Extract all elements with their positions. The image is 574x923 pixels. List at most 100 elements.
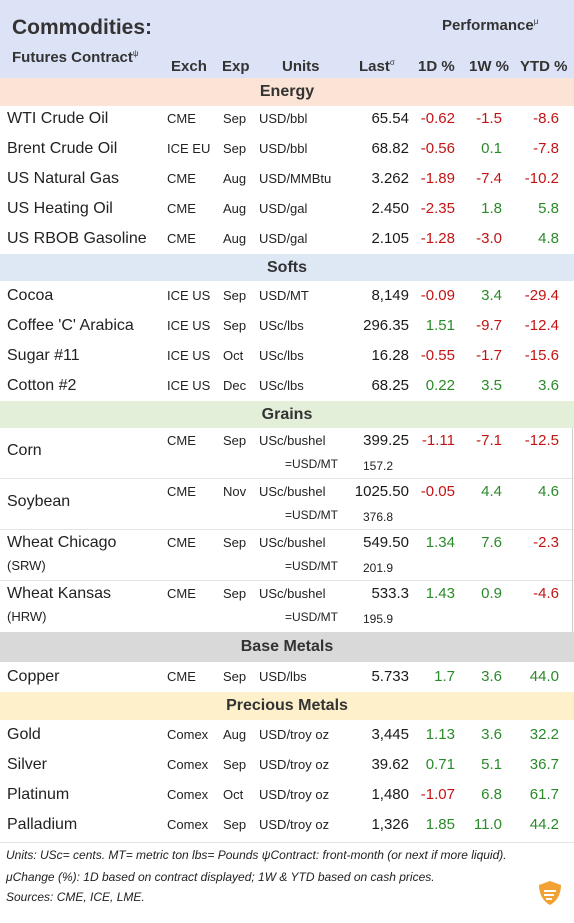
change-1d: 0.22 xyxy=(425,377,455,394)
change-ytd: 44.2 xyxy=(529,816,559,833)
table-row: Soybean CME Nov USc/bushel 1025.50 -0.05 4.4 4.… xyxy=(0,479,574,530)
col-last-label: Last xyxy=(359,58,390,75)
conversion-value: 376.8 xyxy=(363,510,394,524)
change-ytd: 32.2 xyxy=(529,726,559,743)
futures-contract-label: Futures Contract xyxy=(12,49,133,66)
table-row: Silver Comex Sep USD/troy oz 39.62 0.71 5.1 36.… xyxy=(0,750,574,780)
change-1d: -0.55 xyxy=(420,347,455,364)
expiry: Sep xyxy=(223,288,247,303)
commodity-name: Copper xyxy=(7,668,60,685)
conversion-value: 195.9 xyxy=(363,612,394,626)
conversion-label: =USD/MT xyxy=(285,559,339,573)
units: USc/lbs xyxy=(259,378,304,393)
units: USc/lbs xyxy=(259,348,304,363)
units: USD/troy oz xyxy=(259,787,330,802)
last-price: 296.35 xyxy=(363,317,409,334)
last-price: 399.25 xyxy=(363,432,409,449)
col-ytd: YTD % xyxy=(520,58,568,75)
last-price: 1025.50 xyxy=(354,483,409,500)
commodity-name: Soybean xyxy=(7,493,71,510)
last-price: 65.54 xyxy=(371,110,409,127)
change-ytd: 3.6 xyxy=(538,377,559,394)
last-price: 549.50 xyxy=(363,534,409,551)
futures-contract-heading: Futures Contractψ xyxy=(12,49,139,66)
row-divider xyxy=(0,478,574,479)
exchange: ICE EU xyxy=(167,141,211,156)
change-1d: 1.7 xyxy=(434,668,455,685)
change-ytd: 36.7 xyxy=(529,756,559,773)
last-price: 68.82 xyxy=(371,140,409,157)
exchange: CME xyxy=(167,171,196,186)
expiry: Nov xyxy=(223,484,247,499)
section-header-precious-metals: Precious Metals xyxy=(0,692,574,720)
col-exch: Exch xyxy=(171,58,207,75)
exchange: ICE US xyxy=(167,378,211,393)
row-divider xyxy=(0,842,574,843)
change-1w: 3.4 xyxy=(481,287,502,304)
table-row: US Heating Oil CME Aug USD/gal 2.450 -2.35 1.8… xyxy=(0,194,574,224)
change-1d: -1.89 xyxy=(420,170,455,187)
change-1d: 1.34 xyxy=(425,534,455,551)
expiry: Sep xyxy=(223,141,247,156)
change-1d: 1.51 xyxy=(425,317,455,334)
units: USc/bushel xyxy=(259,535,326,550)
change-1w: 11.0 xyxy=(473,816,502,833)
exchange: Comex xyxy=(167,787,209,802)
units: USD/bbl xyxy=(259,141,308,156)
change-ytd: 61.7 xyxy=(529,786,559,803)
last-price: 8,149 xyxy=(371,287,409,304)
change-1w: -1.7 xyxy=(476,347,502,364)
commodity-name: US Heating Oil xyxy=(7,200,113,217)
expiry: Aug xyxy=(223,231,247,246)
change-ytd: -12.5 xyxy=(524,432,559,449)
table-row: Gold Comex Aug USD/troy oz 3,445 1.13 3.6 32.2 xyxy=(0,720,574,750)
exchange: CME xyxy=(167,201,196,216)
table-border xyxy=(572,428,573,632)
exchange: ICE US xyxy=(167,288,211,303)
change-1w: 0.1 xyxy=(481,140,502,157)
table-row: US RBOB Gasoline CME Aug USD/gal 2.105 -1.28 -… xyxy=(0,224,574,254)
change-1w: -1.5 xyxy=(476,110,502,127)
exchange: Comex xyxy=(167,727,209,742)
change-1w: -7.4 xyxy=(476,170,502,187)
change-ytd: -4.6 xyxy=(533,585,559,602)
last-price: 5.733 xyxy=(371,668,409,685)
footer-change-note: μChange (%): 1D based on contract displa… xyxy=(6,870,435,884)
table-row: Wheat Chicago (SRW) CME Sep USc/bushel 549.50… xyxy=(0,530,574,581)
last-price: 68.25 xyxy=(371,377,409,394)
commodity-name: Coffee 'C' Arabica xyxy=(7,317,134,334)
change-1w: 3.5 xyxy=(481,377,502,394)
change-1d: -1.28 xyxy=(420,230,455,247)
expiry: Oct xyxy=(223,348,244,363)
expiry: Sep xyxy=(223,535,247,550)
row-divider xyxy=(0,529,574,530)
units: USD/troy oz xyxy=(259,727,330,742)
commodity-name: Gold xyxy=(7,726,41,743)
expiry: Sep xyxy=(223,669,247,684)
exchange: ICE US xyxy=(167,348,211,363)
expiry: Aug xyxy=(223,201,247,216)
change-1w: 5.1 xyxy=(481,756,502,773)
commodity-name: Corn xyxy=(7,442,42,459)
expiry: Dec xyxy=(223,378,247,393)
table-row: Corn CME Sep USc/bushel 399.25 -1.11 -7.1 -12.5… xyxy=(0,428,574,479)
last-price: 16.28 xyxy=(371,347,409,364)
change-1w: 6.8 xyxy=(481,786,502,803)
expiry: Aug xyxy=(223,171,247,186)
change-ytd: 4.8 xyxy=(538,230,559,247)
section-header-base-metals: Base Metals xyxy=(0,632,574,662)
change-1w: 7.6 xyxy=(481,534,502,551)
commodity-name: Wheat Kansas xyxy=(7,585,112,602)
commodity-subname: (SRW) xyxy=(7,558,46,573)
table-row: Cocoa ICE US Sep USD/MT 8,149 -0.09 3.4 -29.4 xyxy=(0,281,574,311)
commodity-name: US RBOB Gasoline xyxy=(7,230,147,247)
units: USD/MMBtu xyxy=(259,171,332,186)
expiry: Sep xyxy=(223,817,247,832)
commodity-subname: (HRW) xyxy=(7,609,47,624)
change-1w: 4.4 xyxy=(481,483,502,500)
col-units: Units xyxy=(282,58,320,75)
change-ytd: 4.6 xyxy=(538,483,559,500)
change-1d: -2.35 xyxy=(420,200,455,217)
expiry: Sep xyxy=(223,111,247,126)
commodity-name: Silver xyxy=(7,756,48,773)
